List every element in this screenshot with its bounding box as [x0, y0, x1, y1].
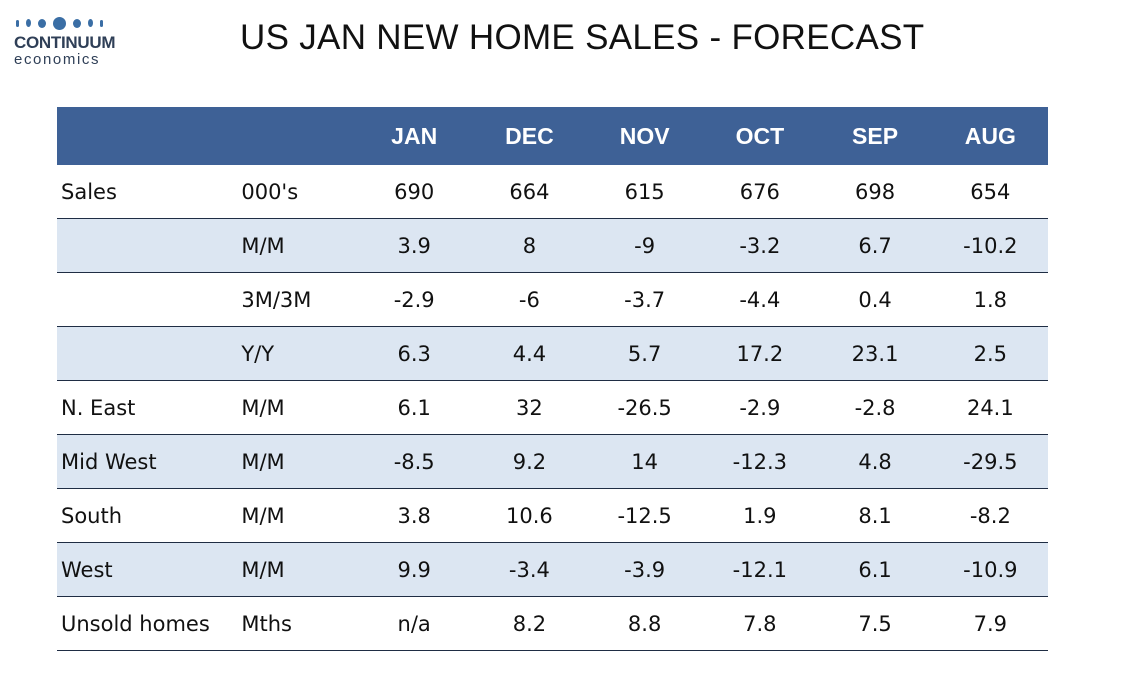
- logo-name-line1: CONTINUUM: [14, 33, 116, 52]
- row-label: West: [57, 542, 234, 597]
- table-cell-sep: 4.8: [817, 434, 933, 489]
- table-cell-oct: -3.2: [702, 218, 818, 273]
- table-row: M/M 3.9 8 -9 -3.2 6.7 -10.2: [57, 218, 1048, 273]
- header-unit-blank: [233, 107, 357, 165]
- row-label: Mid West: [57, 434, 234, 489]
- row-unit: M/M: [233, 434, 357, 489]
- table-cell-jan: n/a: [356, 596, 472, 651]
- table-cell-aug: 2.5: [932, 326, 1048, 381]
- table-cell-aug: -29.5: [932, 434, 1048, 489]
- table-cell-oct: -12.1: [702, 542, 818, 597]
- table-cell-sep: -2.8: [817, 380, 933, 435]
- column-header-aug: AUG: [932, 107, 1048, 165]
- table-cell-aug: 1.8: [932, 272, 1048, 327]
- column-header-oct: OCT: [702, 107, 818, 165]
- row-label: Unsold homes: [57, 596, 234, 651]
- table-cell-dec: -6: [471, 272, 588, 327]
- table-cell-sep: 698: [817, 165, 933, 219]
- table-cell-dec: -3.4: [471, 542, 588, 597]
- forecast-table-container: JAN DEC NOV OCT SEP AUG Sales 000's 690 664 615 67…: [57, 107, 1048, 651]
- table-cell-nov: 615: [587, 165, 703, 219]
- table-cell-jan: 690: [356, 165, 472, 219]
- table-cell-dec: 10.6: [471, 488, 588, 543]
- table-cell-jan: 9.9: [356, 542, 472, 597]
- row-unit: M/M: [233, 542, 357, 597]
- table-cell-aug: -10.9: [932, 542, 1048, 597]
- table-cell-jan: -2.9: [356, 272, 472, 327]
- table-cell-sep: 0.4: [817, 272, 933, 327]
- table-cell-jan: 3.8: [356, 488, 472, 543]
- table-row: Y/Y 6.3 4.4 5.7 17.2 23.1 2.5: [57, 326, 1048, 381]
- table-cell-dec: 8.2: [471, 596, 588, 651]
- table-cell-dec: 9.2: [471, 434, 588, 489]
- table-cell-oct: -12.3: [702, 434, 818, 489]
- table-cell-nov: 5.7: [587, 326, 703, 381]
- row-label: Sales: [57, 165, 234, 219]
- column-header-jan: JAN: [356, 107, 472, 165]
- table-cell-oct: 17.2: [702, 326, 818, 381]
- table-cell-aug: -8.2: [932, 488, 1048, 543]
- table-cell-nov: -26.5: [587, 380, 703, 435]
- table-cell-oct: 1.9: [702, 488, 818, 543]
- table-cell-oct: 676: [702, 165, 818, 219]
- table-row: Sales 000's 690 664 615 676 698 654: [57, 165, 1048, 219]
- table-cell-nov: -3.9: [587, 542, 703, 597]
- table-row: 3M/3M -2.9 -6 -3.7 -4.4 0.4 1.8: [57, 272, 1048, 327]
- row-unit: Mths: [233, 596, 357, 651]
- table-cell-nov: 14: [587, 434, 703, 489]
- row-label: [57, 272, 234, 327]
- table-cell-sep: 6.1: [817, 542, 933, 597]
- table-row: N. East M/M 6.1 32 -26.5 -2.9 -2.8 24.1: [57, 380, 1048, 435]
- table-body: Sales 000's 690 664 615 676 698 654 M/M 3.9 8 -9 -3.…: [57, 165, 1048, 651]
- row-unit: M/M: [233, 218, 357, 273]
- table-cell-sep: 7.5: [817, 596, 933, 651]
- table-cell-sep: 23.1: [817, 326, 933, 381]
- table-row: West M/M 9.9 -3.4 -3.9 -12.1 6.1 -10.9: [57, 542, 1048, 597]
- table-row: South M/M 3.8 10.6 -12.5 1.9 8.1 -8.2: [57, 488, 1048, 543]
- row-unit: Y/Y: [233, 326, 357, 381]
- table-cell-sep: 8.1: [817, 488, 933, 543]
- row-unit: 3M/3M: [233, 272, 357, 327]
- row-unit: M/M: [233, 488, 357, 543]
- table-cell-nov: -9: [587, 218, 703, 273]
- table-cell-dec: 664: [471, 165, 588, 219]
- table-cell-nov: -3.7: [587, 272, 703, 327]
- table-cell-sep: 6.7: [817, 218, 933, 273]
- continuum-economics-logo: CONTINUUM economics: [14, 14, 134, 76]
- table-cell-dec: 32: [471, 380, 588, 435]
- table-cell-aug: 7.9: [932, 596, 1048, 651]
- row-label: [57, 218, 234, 273]
- row-label: South: [57, 488, 234, 543]
- header-label-blank: [57, 107, 234, 165]
- table-cell-jan: 3.9: [356, 218, 472, 273]
- row-label: [57, 326, 234, 381]
- table-cell-jan: 6.3: [356, 326, 472, 381]
- table-cell-oct: -4.4: [702, 272, 818, 327]
- column-header-sep: SEP: [817, 107, 933, 165]
- row-label: N. East: [57, 380, 234, 435]
- table-cell-oct: -2.9: [702, 380, 818, 435]
- row-unit: M/M: [233, 380, 357, 435]
- table-row: Unsold homes Mths n/a 8.2 8.8 7.8 7.5 7.9: [57, 596, 1048, 651]
- table-cell-jan: -8.5: [356, 434, 472, 489]
- table-cell-nov: -12.5: [587, 488, 703, 543]
- logo-dots-icon: [14, 14, 134, 32]
- table-cell-jan: 6.1: [356, 380, 472, 435]
- forecast-table: JAN DEC NOV OCT SEP AUG Sales 000's 690 664 615 67…: [57, 107, 1048, 651]
- table-cell-dec: 8: [471, 218, 588, 273]
- row-unit: 000's: [233, 165, 357, 219]
- column-header-nov: NOV: [587, 107, 703, 165]
- table-cell-dec: 4.4: [471, 326, 588, 381]
- table-cell-aug: -10.2: [932, 218, 1048, 273]
- table-cell-nov: 8.8: [587, 596, 703, 651]
- table-cell-aug: 654: [932, 165, 1048, 219]
- column-header-dec: DEC: [471, 107, 588, 165]
- table-row: Mid West M/M -8.5 9.2 14 -12.3 4.8 -29.5: [57, 434, 1048, 489]
- page-title: US JAN NEW HOME SALES - FORECAST: [240, 18, 925, 57]
- table-cell-oct: 7.8: [702, 596, 818, 651]
- logo-name-line2: economics: [14, 51, 101, 68]
- table-header-row: JAN DEC NOV OCT SEP AUG: [57, 107, 1048, 165]
- table-cell-aug: 24.1: [932, 380, 1048, 435]
